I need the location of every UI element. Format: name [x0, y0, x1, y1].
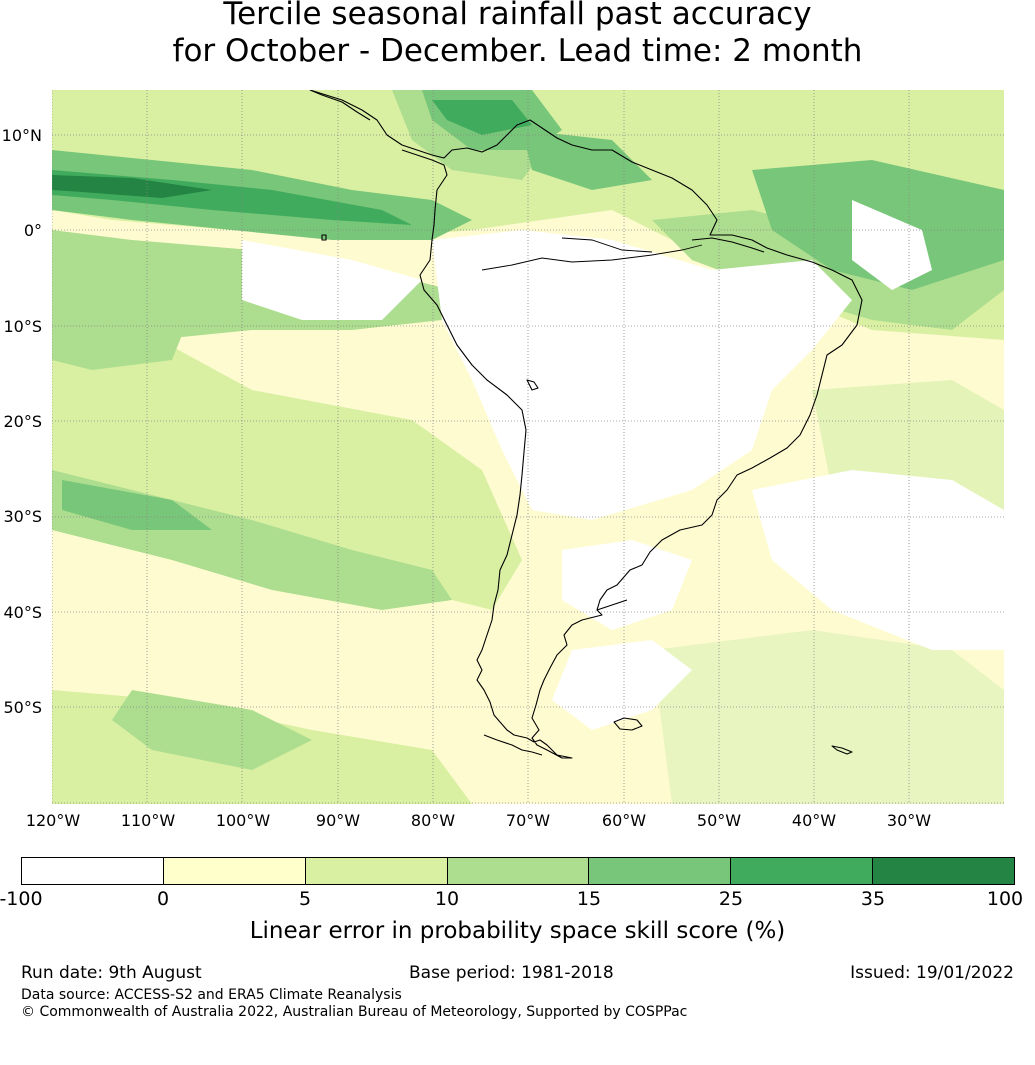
- title-line-2: for October - December. Lead time: 2 mon…: [172, 33, 863, 69]
- coastline: [309, 90, 863, 759]
- legend-tick: -100: [0, 888, 43, 910]
- legend-swatch: [305, 858, 448, 884]
- lon-label-120w: 120°W: [25, 811, 81, 830]
- lon-label-110w: 110°W: [120, 811, 176, 830]
- lat-label-10n: 10°N: [1, 126, 42, 145]
- legend-swatch: [22, 858, 164, 884]
- lat-label-10s: 10°S: [3, 317, 42, 336]
- legend-tick: 100: [986, 888, 1024, 910]
- skill-field: [52, 90, 1004, 804]
- legend-colorbar: [21, 857, 1015, 885]
- lon-label-90w: 90°W: [315, 811, 361, 830]
- legend-swatch: [589, 858, 732, 884]
- legend-tick: 15: [576, 888, 602, 910]
- legend-tick: 10: [434, 888, 460, 910]
- data-source: Data source: ACCESS-S2 and ERA5 Climate …: [21, 987, 402, 1003]
- lon-label-80w: 80°W: [410, 811, 456, 830]
- run-date: Run date: 9th August: [21, 963, 202, 983]
- lon-label-70w: 70°W: [505, 811, 551, 830]
- lat-label-30s: 30°S: [3, 507, 42, 526]
- legend-swatch: [447, 858, 590, 884]
- legend-swatch: [731, 858, 874, 884]
- lon-label-30w: 30°W: [886, 811, 932, 830]
- lon-label-50w: 50°W: [696, 811, 742, 830]
- legend-swatch: [163, 858, 306, 884]
- legend-swatch: [873, 858, 1015, 884]
- base-period: Base period: 1981-2018: [409, 963, 614, 983]
- legend-tick: 5: [298, 888, 312, 910]
- issued-date: Issued: 19/01/2022: [850, 963, 1014, 983]
- lat-label-0: 0°: [23, 221, 42, 240]
- gridlines: [52, 90, 1004, 804]
- lat-label-20s: 20°S: [3, 412, 42, 431]
- rivers: [481, 237, 703, 271]
- legend-label: Linear error in probability space skill …: [249, 918, 786, 944]
- copyright: © Commonwealth of Australia 2022, Austra…: [21, 1004, 688, 1020]
- lat-label-40s: 40°S: [3, 603, 42, 622]
- legend-tick: 0: [156, 888, 170, 910]
- lon-label-100w: 100°W: [215, 811, 271, 830]
- legend-tick: 35: [860, 888, 886, 910]
- lon-label-60w: 60°W: [601, 811, 647, 830]
- title-line-1: Tercile seasonal rainfall past accuracy: [223, 0, 812, 32]
- map-title: Tercile seasonal rainfall past accuracy …: [0, 0, 1035, 70]
- lon-label-40w: 40°W: [791, 811, 837, 830]
- legend-tick: 25: [718, 888, 744, 910]
- skill-map: [52, 90, 1004, 804]
- lat-label-50s: 50°S: [3, 698, 42, 717]
